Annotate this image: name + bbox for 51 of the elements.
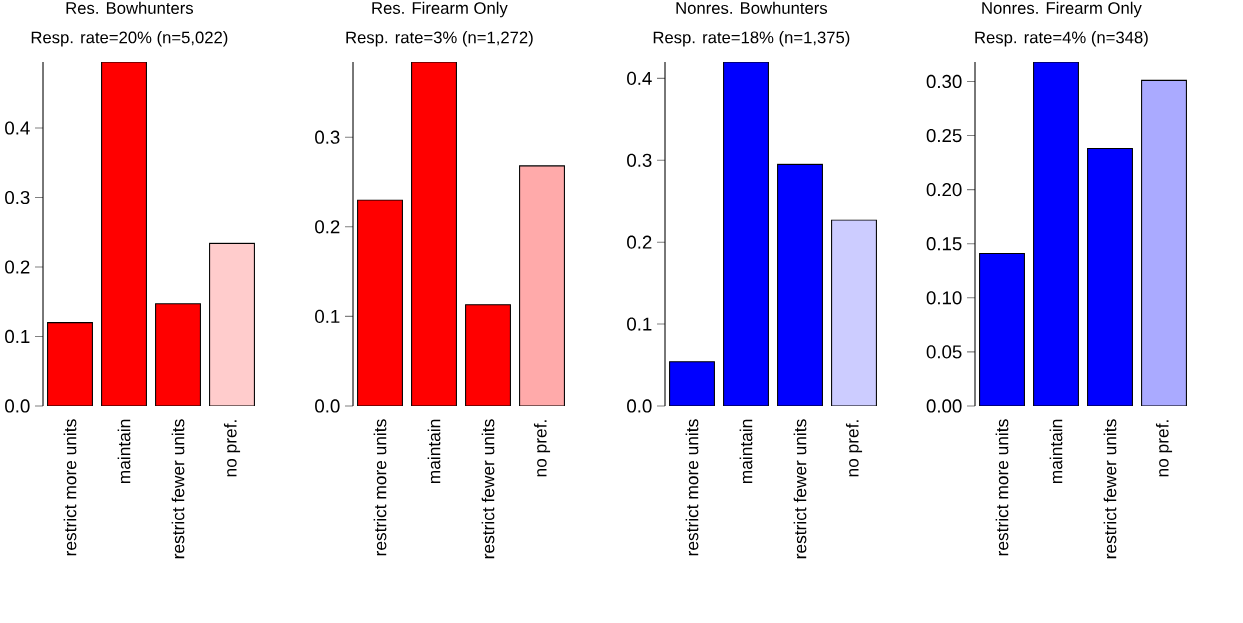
bar (411, 61, 457, 406)
bar (209, 242, 255, 406)
x-tick-label: restrict more units (995, 419, 1009, 556)
y-tick-label: 0.0 (315, 399, 340, 413)
chart-title: Res. Bowhunters (66, 1, 194, 14)
chart-title: Nonres. Bowhunters (676, 1, 828, 14)
x-tick-label: restrict fewer units (481, 419, 495, 559)
y-tick-label: 0.0 (5, 399, 30, 413)
chart-subtitle: Resp. rate=3% (n=1,272) (346, 31, 533, 47)
y-tick-label: 0.3 (5, 190, 30, 205)
y-tick-label: 0.4 (5, 121, 30, 135)
x-tick-label: restrict fewer units (171, 419, 185, 559)
x-tick-label: no pref. (845, 420, 863, 477)
y-tick-label: 0.1 (315, 309, 340, 324)
x-tick-label: no pref. (1155, 420, 1173, 477)
y-tick-label: 0.0 (627, 399, 652, 413)
x-tick-label: restrict more units (373, 419, 387, 556)
bar (1087, 147, 1133, 406)
chart-subtitle: Resp. rate=4% (n=348) (975, 31, 1148, 47)
y-tick-label: 0.20 (926, 183, 962, 197)
y-tick-label: 0.3 (627, 153, 652, 167)
bar (101, 61, 147, 406)
y-tick-label: 0.1 (627, 317, 652, 331)
y-tick-label: 0.30 (926, 74, 962, 89)
y-tick-label: 0.05 (926, 345, 962, 359)
bar (723, 62, 769, 406)
x-tick-label: maintain (1049, 419, 1063, 484)
y-tick-label: 0.10 (926, 291, 962, 305)
y-tick-label: 0.15 (926, 237, 962, 251)
y-tick-label: 0.3 (315, 130, 340, 144)
y-tick-label: 0.00 (926, 399, 962, 413)
x-tick-label: restrict more units (685, 419, 699, 556)
x-tick-label: maintain (427, 419, 441, 484)
chart-subtitle: Resp. rate=18% (n=1,375) (653, 31, 850, 47)
y-tick-label: 0.2 (627, 235, 652, 249)
x-tick-label: maintain (117, 419, 131, 484)
chart-title: Nonres. Firearm Only (982, 1, 1142, 18)
x-tick-label: no pref. (533, 420, 551, 477)
x-tick-label: maintain (739, 419, 753, 484)
x-tick-label: restrict fewer units (793, 419, 807, 559)
y-tick-label: 0.2 (315, 220, 340, 234)
chart-title: Res. Firearm Only (372, 1, 508, 18)
y-tick-label: 0.2 (5, 260, 30, 274)
x-tick-label: restrict fewer units (1103, 419, 1117, 559)
x-tick-label: no pref. (223, 420, 241, 477)
bar (465, 304, 511, 406)
chart-subtitle: Resp. rate=20% (n=5,022) (31, 31, 228, 47)
y-tick-label: 0.1 (5, 329, 30, 344)
x-tick-label: restrict more units (63, 419, 77, 556)
y-tick-label: 0.4 (627, 71, 652, 85)
y-tick-label: 0.25 (926, 128, 962, 143)
